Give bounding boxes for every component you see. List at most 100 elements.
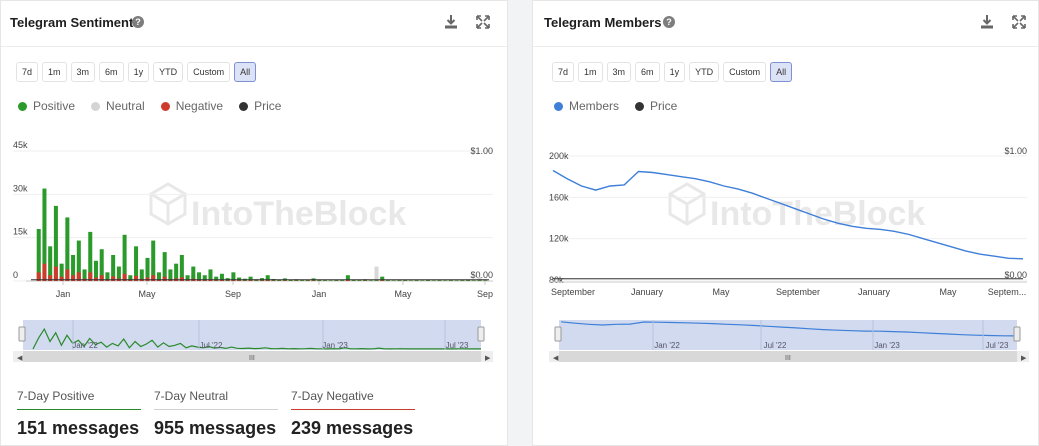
range-button-ytd[interactable]: YTD <box>153 62 184 82</box>
range-button-ytd[interactable]: YTD <box>689 62 720 82</box>
bar-neutral <box>317 280 322 281</box>
scrollbar-track[interactable] <box>13 351 493 362</box>
stat-label: 7-Day Neutral <box>154 389 278 410</box>
y2-tick-label: $1.00 <box>470 146 493 156</box>
range-button-6m[interactable]: 6m <box>99 62 124 82</box>
legend-item-members[interactable]: Members <box>554 99 619 113</box>
range-selector: 7d 1m 3m 6m 1y YTD Custom All <box>552 62 793 82</box>
bar-positive <box>134 246 139 281</box>
bar-positive <box>477 280 482 281</box>
legend-item-price[interactable]: Price <box>635 99 677 113</box>
bar-positive <box>277 279 282 281</box>
range-button-all[interactable]: All <box>234 62 257 82</box>
navigator-window[interactable] <box>23 320 481 350</box>
bar-positive <box>391 280 396 281</box>
y2-tick-label: $1.00 <box>1004 146 1027 156</box>
navigator-handle-left[interactable] <box>554 326 562 342</box>
bar-negative <box>53 266 58 281</box>
help-icon[interactable]: ? <box>663 16 675 28</box>
navigator-window[interactable] <box>559 320 1017 350</box>
navigator-handle-left[interactable] <box>18 326 26 342</box>
range-button-3m[interactable]: 3m <box>70 62 96 82</box>
fullscreen-icon[interactable] <box>1011 14 1027 30</box>
bar-positive <box>174 263 179 281</box>
legend-label: Negative <box>175 99 224 113</box>
scroll-left-icon[interactable]: ◀ <box>553 355 559 362</box>
download-icon[interactable] <box>443 14 459 30</box>
scroll-left-icon[interactable]: ◀ <box>17 355 23 362</box>
range-button-custom[interactable]: Custom <box>723 62 767 82</box>
bar-positive <box>65 217 70 281</box>
watermark: IntoTheBlock <box>149 182 406 233</box>
x-tick-label: Sep <box>225 289 241 299</box>
bar-neutral <box>294 279 299 281</box>
range-button-6m[interactable]: 6m <box>635 62 660 82</box>
bar-neutral <box>237 278 242 281</box>
bar-positive <box>351 279 356 281</box>
help-icon[interactable]: ? <box>132 16 144 28</box>
scrollbar-track[interactable] <box>549 351 1029 362</box>
panel-header: Telegram Sentiment ? <box>1 1 507 47</box>
range-button-custom[interactable]: Custom <box>187 62 231 82</box>
bar-positive <box>260 278 265 281</box>
legend-item-price[interactable]: Price <box>239 99 281 113</box>
bar-neutral <box>431 280 436 281</box>
bar-neutral <box>448 280 453 281</box>
chart-legend: Positive Neutral Negative Price <box>18 99 281 113</box>
range-button-1y[interactable]: 1y <box>663 62 686 82</box>
bar-positive <box>219 273 224 281</box>
range-button-1m[interactable]: 1m <box>578 62 603 82</box>
range-button-7d[interactable]: 7d <box>16 62 39 82</box>
bar-neutral <box>82 272 87 281</box>
legend-marker <box>635 101 645 111</box>
bar-neutral <box>277 279 282 281</box>
navigator-handle-right[interactable] <box>477 326 485 342</box>
range-button-1m[interactable]: 1m <box>42 62 67 82</box>
bar-positive <box>288 279 293 281</box>
navigator-handle-right[interactable] <box>1013 326 1021 342</box>
y-tick-label: 45k <box>13 140 28 150</box>
bar-positive <box>248 276 253 281</box>
bar-neutral <box>145 269 150 281</box>
bar-positive <box>460 280 465 281</box>
navigator: Jan '22 Jul '22 Jan '23 Jul '23 ◀ ▶ III <box>13 320 493 362</box>
bar-negative <box>219 279 224 281</box>
bar-positive <box>443 280 448 281</box>
bar-neutral <box>374 266 379 281</box>
bar-neutral <box>340 280 345 281</box>
bar-positive <box>179 255 184 281</box>
stat-positive: 7-Day Positive 151 messages <box>17 389 141 439</box>
y2-tick-label: $0.00 <box>470 270 493 280</box>
range-button-7d[interactable]: 7d <box>552 62 575 82</box>
bar-neutral <box>271 279 276 281</box>
bar-neutral <box>191 273 196 281</box>
bar-neutral <box>99 263 104 281</box>
scrollbar-thumb[interactable] <box>23 351 481 362</box>
bar-neutral <box>65 246 70 281</box>
legend-item-negative[interactable]: Negative <box>160 99 224 113</box>
x-tick-label: January <box>858 287 891 297</box>
scroll-right-icon[interactable]: ▶ <box>485 355 491 362</box>
bar-neutral <box>214 278 219 281</box>
legend-item-neutral[interactable]: Neutral <box>91 99 145 113</box>
y-tick-label: 15k <box>13 227 28 237</box>
range-button-3m[interactable]: 3m <box>606 62 632 82</box>
bar-neutral <box>111 266 116 281</box>
stat-neutral: 7-Day Neutral 955 messages <box>154 389 278 439</box>
bar-positive <box>42 188 47 281</box>
bar-positive <box>340 280 345 281</box>
bar-positive <box>82 269 87 281</box>
bar-negative <box>202 280 207 281</box>
legend-item-positive[interactable]: Positive <box>18 99 75 113</box>
range-button-all[interactable]: All <box>770 62 793 82</box>
fullscreen-icon[interactable] <box>475 14 491 30</box>
bar-neutral <box>197 276 202 281</box>
legend-label: Price <box>254 99 282 113</box>
scrollbar-thumb[interactable] <box>559 351 1017 362</box>
download-icon[interactable] <box>979 14 995 30</box>
range-button-1y[interactable]: 1y <box>127 62 150 82</box>
scroll-right-icon[interactable]: ▶ <box>1021 355 1027 362</box>
stats-row: 7-Day Positive 151 messages 7-Day Neutra… <box>17 389 415 439</box>
chart-legend: Members Price <box>554 99 677 113</box>
watermark-text: IntoTheBlock <box>710 195 925 233</box>
